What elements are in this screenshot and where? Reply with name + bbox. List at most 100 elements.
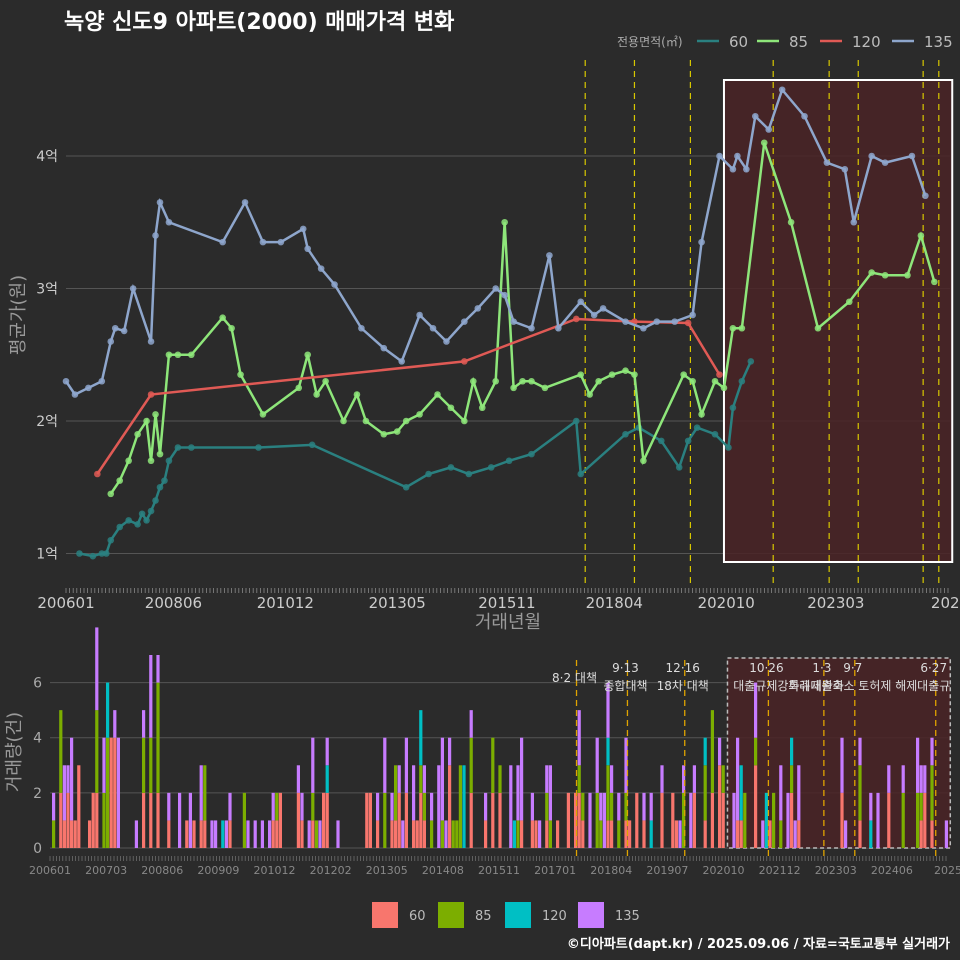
volume-bar-135 (404, 737, 408, 793)
series-point-85 (631, 371, 638, 378)
volume-bar-85 (754, 737, 758, 766)
series-point-135 (165, 218, 173, 226)
series-point-135 (841, 165, 849, 173)
volume-bar-60 (566, 792, 570, 848)
series-point-60 (528, 450, 535, 458)
series-point-135 (716, 152, 723, 160)
series-point-85 (402, 417, 410, 425)
series-point-135 (147, 338, 155, 345)
volume-bar-60 (840, 792, 844, 848)
volume-bar-85 (102, 792, 106, 848)
volume-bar-135 (260, 820, 264, 848)
volume-bar-60 (919, 820, 923, 848)
policy-event-date: 8·2 대책 (552, 670, 597, 685)
series-point-135 (778, 86, 786, 94)
volume-bar-85 (314, 820, 318, 848)
volume-bar-60 (376, 820, 380, 848)
volume-bar-60 (156, 792, 160, 848)
volume-bar-135 (412, 765, 416, 821)
volume-bar-85 (419, 765, 423, 793)
series-point-85 (787, 218, 795, 226)
series-point-85 (143, 417, 150, 425)
series-point-135 (416, 311, 423, 319)
volume-bar-60 (59, 792, 63, 848)
volume-bar-135 (62, 765, 66, 821)
series-point-135 (443, 338, 450, 345)
volume-bar-135 (754, 682, 758, 738)
volume-bar-135 (448, 737, 452, 766)
volume-bar-135 (116, 737, 120, 848)
series-point-60 (161, 477, 168, 484)
volume-bar-85 (624, 792, 628, 821)
series-point-120 (94, 470, 101, 478)
series-point-135 (277, 238, 285, 246)
series-point-135 (259, 238, 267, 246)
volume-bar-60 (167, 820, 171, 848)
volume-bar-135 (224, 820, 228, 848)
bottom-legend-label-85: 85 (475, 909, 492, 924)
volume-bar-60 (574, 792, 578, 848)
series-point-135 (156, 199, 164, 206)
volume-bar-120 (790, 737, 794, 766)
top-x-tick-label: 202303 (807, 594, 864, 612)
series-point-85 (228, 324, 235, 332)
series-point-135 (599, 305, 607, 312)
volume-bar-135 (102, 737, 106, 793)
volume-bar-85 (901, 792, 905, 848)
series-point-60 (125, 517, 132, 524)
volume-bar-60 (91, 792, 95, 848)
bottom-x-tick-label: 202406 (871, 864, 913, 877)
series-point-85 (434, 391, 441, 398)
series-point-85 (134, 430, 141, 438)
volume-bar-135 (246, 820, 250, 848)
volume-bar-60 (610, 820, 614, 848)
chart-title: 녹양 신도9 아파트(2000) 매매가격 변화 (64, 10, 455, 35)
series-point-85 (541, 384, 549, 392)
series-point-85 (698, 411, 705, 418)
bottom-x-tick-label: 201012 (254, 864, 296, 877)
series-point-135 (868, 152, 875, 160)
series-point-135 (85, 384, 92, 392)
volume-bar-60 (149, 792, 153, 848)
volume-bar-135 (253, 820, 257, 848)
series-point-60 (622, 430, 629, 438)
series-point-120 (461, 358, 468, 365)
series-point-85 (931, 278, 938, 286)
volume-bar-135 (761, 820, 765, 848)
volume-bar-135 (401, 820, 405, 848)
volume-bar-135 (682, 765, 686, 793)
volume-bar-120 (221, 820, 225, 848)
volume-bar-135 (178, 792, 182, 848)
volume-bar-60 (368, 792, 372, 848)
bottom-x-tick-label: 2025 (934, 864, 960, 877)
series-point-135 (111, 324, 119, 332)
volume-bar-135 (142, 710, 146, 738)
bottom-x-tick-label: 201408 (422, 864, 464, 877)
bottom-legend-key-60 (372, 902, 398, 928)
policy-event-date: 6·27 (920, 661, 947, 675)
volume-bar-85 (581, 792, 585, 821)
volume-bar-60 (581, 820, 585, 848)
series-point-85 (478, 404, 486, 412)
volume-bar-85 (149, 737, 153, 793)
volume-bar-135 (469, 710, 473, 738)
series-point-135 (380, 344, 388, 352)
volume-bar-60 (311, 820, 315, 848)
volume-bar-85 (703, 765, 707, 821)
series-point-135 (729, 165, 737, 173)
volume-bar-135 (95, 627, 99, 711)
volume-bar-60 (404, 792, 408, 848)
volume-bar-60 (703, 820, 707, 848)
top-x-tick-label: 201804 (586, 594, 643, 612)
series-point-85 (322, 377, 329, 385)
series-point-135 (801, 112, 808, 120)
volume-bar-85 (682, 792, 686, 848)
volume-bar-135 (595, 737, 599, 793)
bottom-x-tick-label: 201804 (590, 864, 632, 877)
series-point-85 (147, 457, 155, 465)
series-point-135 (765, 126, 773, 133)
volume-bar-60 (325, 792, 329, 848)
series-point-85 (519, 377, 526, 385)
volume-bar-60 (271, 820, 275, 848)
